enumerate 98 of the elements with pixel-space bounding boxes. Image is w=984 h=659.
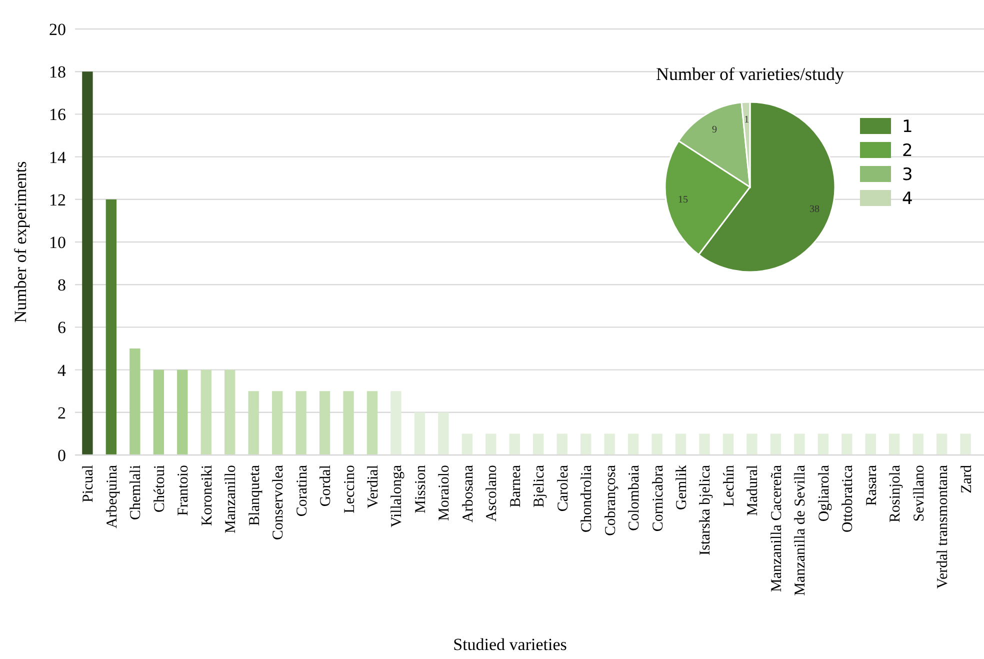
x-tick-label: Chondrolia [579,464,596,532]
x-tick-label: Verdal transmontana [935,464,952,589]
x-tick-label: Cobrançosa [602,464,619,536]
x-tick-label: Manzanilla Cacereña [768,464,785,592]
y-tick-label: 8 [58,276,66,295]
bar [889,434,900,455]
x-tick-label: Arbequina [104,464,120,528]
x-tick-label: Arbosana [460,464,476,522]
bar [462,434,473,455]
y-tick-label: 12 [49,190,66,210]
bar [272,391,283,455]
x-tick-label: Manzanilla de Sevilla [792,464,809,596]
legend-label: 4 [902,188,913,209]
bar [486,434,496,455]
bar [130,348,140,455]
data-label: 1 [744,114,750,126]
x-tick-label: Ascolano [484,465,500,522]
x-tick-label: Moraiolo [436,465,453,521]
legend-label: 3 [902,164,913,185]
x-tick-label: Ogliarola [816,464,832,522]
bar [414,412,426,455]
x-tick-label: Manzanillo [223,465,240,534]
data-label: 9 [712,124,718,136]
y-tick-label: 10 [49,232,66,252]
x-tick-label: Colombaia [626,464,643,531]
y-tick-label: 18 [49,62,66,82]
bar [509,434,520,455]
bar [366,391,378,455]
bar [343,391,354,455]
bar [912,434,924,455]
y-tick-label: 4 [58,360,66,380]
x-tick-label: Coratina [294,464,310,517]
x-tick-label: Barnea [508,464,524,508]
x-tick-label: Frantoio [176,465,192,516]
x-tick-label: Blanqueta [246,464,263,526]
x-tick-label: Leccino [342,465,358,514]
x-tick-label: Koroneiki [199,465,216,526]
x-tick-label: Rosinjola [888,464,904,523]
x-tick-label: Villalonga [389,464,406,528]
bar [248,391,259,455]
x-tick-label: Istarska bjelica [698,464,714,556]
x-tick-label: Lechín [721,464,738,507]
bar [936,434,948,455]
bar [319,391,330,455]
x-tick-label: Verdial [365,465,382,508]
bar [794,434,805,455]
bar [770,434,782,455]
bar [746,434,758,455]
legend-label: 2 [902,140,913,161]
y-tick-label: 0 [58,446,66,465]
x-tick-label: Gordal [318,465,334,507]
bar [722,434,734,455]
x-tick-label: Ottobratica [840,464,856,532]
x-tick-label: Cornicabra [650,464,666,532]
y-tick-label: 14 [49,148,66,167]
x-tick-label: Sevillano [911,465,928,522]
bar [580,434,592,455]
bar [390,391,402,455]
x-tick-label: Carolea [555,464,572,512]
bar [177,370,188,455]
chart-title: Number of varieties/study [656,64,844,84]
bar [675,434,686,455]
x-tick-label: Bjelica [532,464,548,508]
x-tick-label: Zard [958,464,975,494]
x-tick-label: Picual [80,465,97,502]
data-label: 15 [678,194,688,206]
y-tick-label: 16 [49,105,66,124]
legend-label: 1 [902,116,913,137]
bar [82,72,93,455]
y-tick-label: 2 [58,403,66,422]
x-tick-label: Gemlik [674,464,690,510]
bar [200,370,212,455]
x-tick-label: Rasara [864,464,880,506]
bar [699,434,710,455]
data-label: 38 [809,204,820,216]
bar [106,199,117,455]
bar [556,434,568,455]
bar [842,434,852,455]
y-axis-title: Number of experiments [10,161,30,323]
bar [153,370,164,455]
y-tick-label: 6 [58,318,66,338]
bar [628,434,639,455]
bar [296,391,306,455]
x-tick-label: Chétoui [152,465,168,512]
x-tick-label: Mission [412,464,429,514]
bar [818,434,828,455]
x-axis-title: Studied varieties [453,635,567,654]
x-tick-label: Chemlali [128,465,144,520]
x-tick-label: Madural [745,465,762,516]
x-tick-label: Conservolea [270,464,287,540]
bar [652,434,662,455]
bar [604,434,615,455]
bar [224,370,236,455]
y-tick-label: 20 [49,20,66,39]
bar [533,434,544,455]
bar [438,412,449,455]
bar [865,434,876,455]
bar [960,434,971,455]
